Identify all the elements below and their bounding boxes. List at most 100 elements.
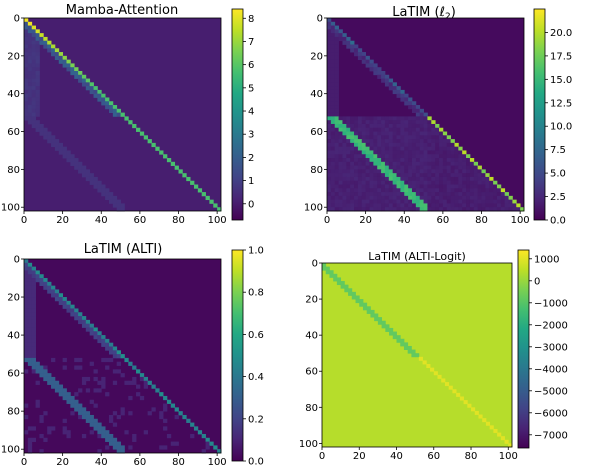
y-tick-label: 0 — [14, 14, 20, 25]
x-axis: 0 20 40 60 80 100 — [21, 453, 227, 468]
heatmap — [326, 17, 525, 212]
colorbar-tick-label: 0 — [248, 199, 254, 210]
y-axis: 0 20 40 60 80 100 — [1, 255, 24, 456]
heatmap — [23, 258, 222, 454]
y-tick-label: 0 — [312, 259, 318, 270]
colorbar-tick-label: 2 — [248, 153, 254, 164]
panel-title: LaTIM (ℓ2) — [392, 5, 456, 22]
x-axis: 0 20 40 60 80 100 — [319, 447, 518, 462]
y-tick-label: 40 — [7, 331, 20, 342]
y-tick-label: 100 — [1, 203, 20, 214]
x-tick-label: 60 — [427, 451, 440, 462]
x-tick-label: 80 — [465, 451, 478, 462]
colorbar-tick-label: −7000 — [534, 430, 568, 441]
y-tick-label: 80 — [310, 165, 323, 176]
x-axis: 0 20 40 60 80 100 — [21, 211, 227, 226]
x-tick-label: 20 — [359, 215, 372, 226]
x-tick-label: 0 — [21, 215, 27, 226]
y-axis: 0 20 40 60 80 100 — [304, 14, 327, 214]
y-tick-label: 0 — [14, 255, 20, 266]
y-tick-label: 40 — [305, 331, 318, 342]
colorbar-tick-label: 8 — [248, 14, 254, 25]
colorbar-tick-label: 4 — [248, 107, 254, 118]
panel-title: LaTIM (ALTI) — [84, 242, 163, 257]
colorbar-tick-label: 17.5 — [550, 51, 572, 62]
y-tick-label: 60 — [7, 369, 20, 380]
colorbar-tick-label: 6 — [248, 60, 254, 71]
colorbar: 0 1 2 3 4 5 6 7 8 — [231, 8, 254, 221]
x-tick-label: 60 — [134, 457, 147, 468]
y-tick-label: 60 — [310, 127, 323, 138]
x-tick-label: 20 — [56, 215, 69, 226]
y-tick-label: 60 — [305, 367, 318, 378]
x-tick-label: 40 — [95, 457, 108, 468]
colorbar-tick-label: 3 — [248, 130, 254, 141]
y-tick-label: 100 — [299, 439, 318, 450]
x-tick-label: 100 — [499, 451, 518, 462]
colorbar: 0.0 0.2 0.4 0.6 0.8 1.0 — [231, 246, 264, 468]
y-tick-label: 80 — [7, 165, 20, 176]
colorbar-tick-label: 0.0 — [248, 457, 264, 468]
x-tick-label: 100 — [511, 215, 530, 226]
panel-mamba-attention: Mamba-Attention 0 20 40 60 80 100 02040608010… — [1, 3, 254, 226]
panel-latim-l2: LaTIM (ℓ2) 0 20 40 60 80 100 0 20 40 60 80 100 0.0… — [304, 5, 572, 227]
y-tick-label: 80 — [7, 407, 20, 418]
colorbar-tick-label: 5.0 — [550, 169, 566, 180]
y-tick-label: 40 — [7, 89, 20, 100]
colorbar-tick-label: 0.6 — [248, 330, 264, 341]
colorbar-tick-label: −2000 — [534, 320, 568, 331]
colorbar-tick-label: −1000 — [534, 298, 568, 309]
y-tick-label: 40 — [310, 89, 323, 100]
colorbar-tick-label: 0.4 — [248, 372, 264, 383]
panel-latim-alti: LaTIM (ALTI) 0 20 40 60 80 100 0 20 40 60 80 100 0… — [1, 242, 264, 468]
colorbar-tick-label: 20.0 — [550, 28, 572, 39]
colorbar-tick-label: 1000 — [534, 254, 559, 265]
y-axis: 0 20 40 60 80 100 — [299, 259, 322, 450]
colorbar-tick-label: −3000 — [534, 342, 568, 353]
colorbar-tick-label: 1 — [248, 176, 254, 187]
heatmap — [23, 17, 222, 212]
panel-title: Mamba-Attention — [66, 3, 178, 18]
y-axis: 0 20 40 60 80 100 — [1, 14, 24, 214]
colorbar-tick-label: 0.8 — [248, 288, 264, 299]
x-tick-label: 60 — [437, 215, 450, 226]
colorbar-tick-label: 7.5 — [550, 145, 566, 156]
x-tick-label: 20 — [56, 457, 69, 468]
x-tick-label: 60 — [134, 215, 147, 226]
colorbar-tick-label: −6000 — [534, 408, 568, 419]
x-tick-label: 100 — [208, 457, 227, 468]
colorbar-tick-label: 7 — [248, 37, 254, 48]
x-tick-label: 100 — [208, 215, 227, 226]
colorbar-tick-label: −5000 — [534, 386, 568, 397]
colorbar: 0.0 2.5 5.0 7.5 10.0 12.5 15.0 17.5 20.0 — [533, 8, 572, 227]
colorbar-tick-label: 1.0 — [248, 246, 264, 257]
colorbar-tick-label: 10.0 — [550, 122, 572, 133]
y-tick-label: 100 — [1, 445, 20, 456]
colorbar: 1000 0 −1000 −2000 −3000 −4000 −5000 −6000 −7000 — [517, 249, 568, 449]
y-tick-label: 20 — [7, 293, 20, 304]
x-tick-label: 0 — [319, 451, 325, 462]
y-tick-label: 0 — [317, 14, 323, 25]
x-tick-label: 40 — [398, 215, 411, 226]
x-tick-label: 80 — [475, 215, 488, 226]
colorbar-tick-label: 15.0 — [550, 75, 572, 86]
y-tick-label: 20 — [7, 51, 20, 62]
y-tick-label: 20 — [305, 295, 318, 306]
colorbar-tick-label: −4000 — [534, 364, 568, 375]
x-tick-label: 0 — [324, 215, 330, 226]
panel-title: LaTIM (ALTI-Logit) — [368, 250, 466, 263]
y-tick-label: 60 — [7, 127, 20, 138]
y-tick-label: 100 — [304, 203, 323, 214]
panel-latim-alti-logit: LaTIM (ALTI-Logit) 0 20 40 60 80 100 0 20 40 60 8… — [299, 249, 568, 462]
x-tick-label: 40 — [390, 451, 403, 462]
x-tick-label: 80 — [172, 215, 185, 226]
colorbar-tick-label: 0.0 — [550, 216, 566, 227]
y-tick-label: 80 — [305, 403, 318, 414]
x-axis: 0 20 40 60 80 100 — [324, 211, 530, 226]
colorbar-tick-label: 12.5 — [550, 98, 572, 109]
colorbar-tick-label: 5 — [248, 83, 254, 94]
x-tick-label: 40 — [95, 215, 108, 226]
colorbar-tick-label: 0 — [534, 276, 540, 287]
colorbar-tick-label: 0.2 — [248, 414, 264, 425]
